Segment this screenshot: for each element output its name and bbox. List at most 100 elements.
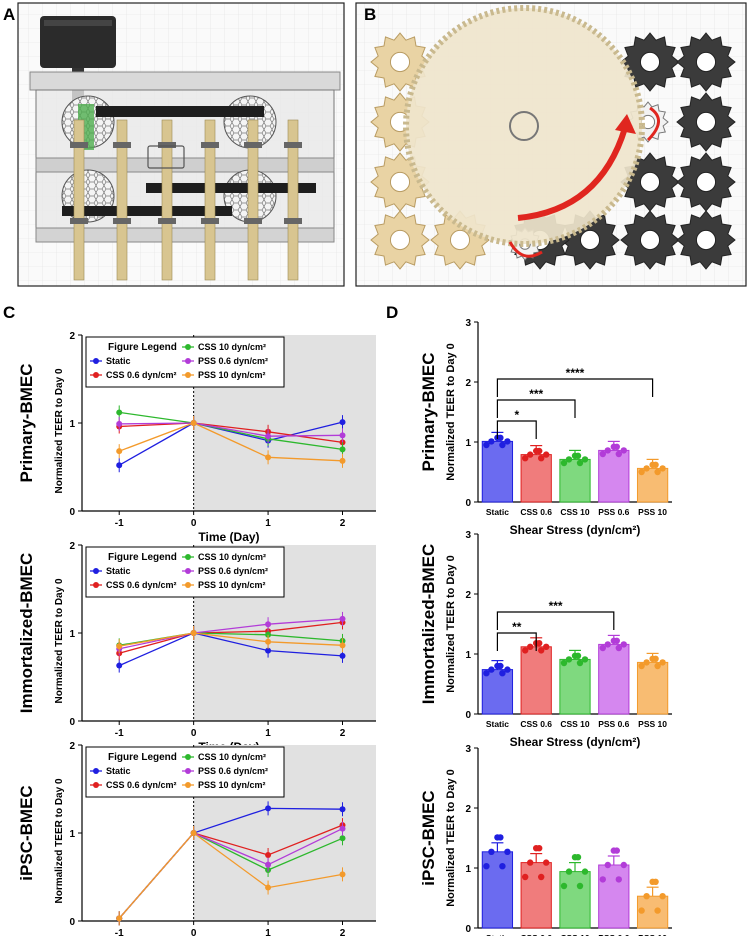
motor-block <box>40 16 116 68</box>
replicate-point <box>543 643 550 650</box>
x-tick-label: 2 <box>340 518 346 529</box>
significance-bracket <box>496 611 615 630</box>
legend-swatch-marker <box>185 754 191 760</box>
bar <box>481 440 514 503</box>
replicate-point <box>497 834 504 841</box>
replicate-point <box>560 459 568 467</box>
legend-entry: PSS 0.6 dyn/cm² <box>198 766 268 776</box>
replicate-point <box>565 868 573 875</box>
x-tick-label: 1 <box>265 728 271 739</box>
legend-swatch-marker <box>185 582 191 588</box>
replicate-point <box>652 655 659 662</box>
replicate-point <box>565 656 573 663</box>
x-axis-label: Shear Stress (dyn/cm²) <box>510 735 641 749</box>
series-line-1 <box>119 621 343 654</box>
line-chart-primary-bmec: 0 1 2 -1 0 1 2 Time (Day) Normalized TEER to Day… <box>17 331 376 544</box>
replicate-point <box>643 893 650 900</box>
replicate-point <box>581 656 589 663</box>
replicate-point <box>504 438 511 445</box>
replicate-point <box>652 461 659 468</box>
legend-swatch-marker <box>185 782 191 788</box>
replicate-point <box>613 637 620 644</box>
legend-box <box>85 746 285 798</box>
legend-entry: CSS 10 dyn/cm² <box>198 552 266 562</box>
legend-entry: CSS 10 dyn/cm² <box>198 752 266 762</box>
replicate-point <box>604 641 611 648</box>
significance-label: *** <box>529 387 543 401</box>
x-tick-label: CSS 10 <box>560 719 590 729</box>
legend-entry: Static <box>106 766 131 776</box>
replicate-point <box>604 447 611 454</box>
replicate-point <box>483 441 490 449</box>
legend-box <box>85 336 285 388</box>
gear-hole <box>695 229 717 251</box>
replicate-point <box>581 456 589 463</box>
replicate-point <box>527 451 534 458</box>
y-tick-label: 2 <box>69 541 75 552</box>
data-point <box>116 915 123 922</box>
y-tick-label: 1 <box>69 829 75 840</box>
replicate-point <box>638 907 645 914</box>
series-line-4 <box>119 632 343 647</box>
x-axis-label: Shear Stress (dyn/cm²) <box>510 523 641 537</box>
bar <box>559 658 591 715</box>
data-point <box>265 454 272 461</box>
y-tick-label: 1 <box>69 419 75 430</box>
legend-entry: PSS 0.6 dyn/cm² <box>198 356 268 366</box>
bar <box>598 643 630 715</box>
row-label: iPSC-BMEC <box>17 785 36 880</box>
housing-top <box>29 71 341 91</box>
replicate-point <box>543 451 550 458</box>
replicate-point <box>654 662 661 670</box>
gear-hole <box>389 229 411 251</box>
y-tick-label: 0 <box>69 507 75 518</box>
y-tick-label: 2 <box>465 590 471 601</box>
panel-b-gear-layout <box>355 2 747 287</box>
replicate-point <box>613 847 620 854</box>
data-point <box>339 642 346 649</box>
data-point <box>116 462 123 469</box>
y-axis-label: Normalized TEER to Day 0 <box>445 769 457 907</box>
replicate-point <box>574 854 582 861</box>
row-label: iPSC-BMEC <box>419 790 438 885</box>
panel-letter-a: A <box>3 5 15 24</box>
y-tick-label: 0 <box>465 924 471 935</box>
gear-hole <box>695 51 717 73</box>
replicate-point <box>654 907 661 914</box>
data-point <box>265 621 272 628</box>
y-tick-label: 0 <box>465 498 471 509</box>
y-tick-label: 0 <box>69 917 75 928</box>
gear-hole <box>389 51 411 73</box>
replicate-point <box>538 873 545 881</box>
x-tick-label: 0 <box>191 518 197 529</box>
y-tick-label: 2 <box>69 741 75 752</box>
x-tick-label: -1 <box>115 518 124 529</box>
bar <box>598 449 630 503</box>
gear-hole <box>579 229 601 251</box>
x-tick-label: PSS 0.6 <box>598 719 629 729</box>
replicate-point <box>499 441 506 449</box>
replicate-point <box>654 468 661 476</box>
replicate-point <box>574 452 582 459</box>
replicate-point <box>483 863 490 870</box>
data-point <box>265 884 272 891</box>
large-gear-hub <box>509 111 539 141</box>
legend-entry: Static <box>106 356 131 366</box>
replicate-point <box>599 644 606 652</box>
legend-title: Figure Legend <box>108 342 177 353</box>
replicate-point <box>504 848 511 855</box>
x-tick-label: PSS 10 <box>638 507 667 517</box>
replicate-point <box>536 447 543 455</box>
small-rotation-arrow <box>646 106 660 142</box>
small-rotation-arrow <box>508 241 543 258</box>
data-point <box>116 420 123 427</box>
x-tick-label: PSS 10 <box>638 933 667 936</box>
row-label: Primary-BMEC <box>419 352 438 471</box>
replicate-point <box>499 863 506 870</box>
data-point <box>265 861 272 868</box>
legend-swatch-marker <box>93 582 99 588</box>
significance-bracket <box>496 399 576 418</box>
significance-label: *** <box>549 599 563 613</box>
y-tick-label: 0 <box>465 710 471 721</box>
